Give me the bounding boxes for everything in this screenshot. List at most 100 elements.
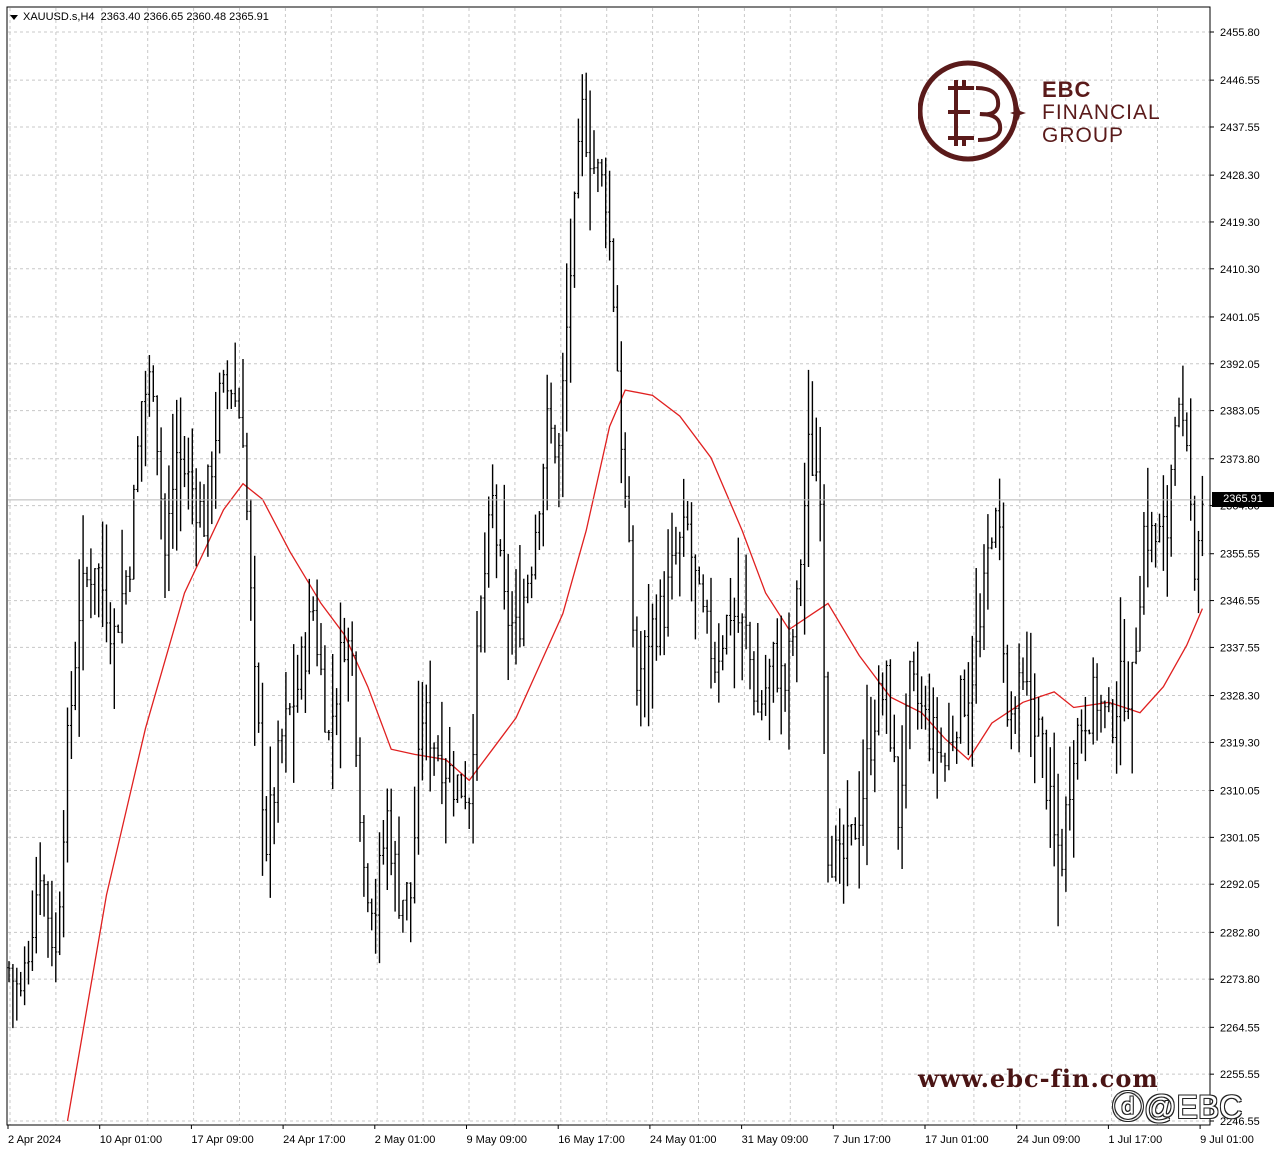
ohlc-bar — [670, 512, 674, 600]
ohlc-bar — [1064, 796, 1068, 892]
symbol-label: XAUUSD.s,H4 — [23, 11, 95, 23]
ohlc-bar — [966, 662, 970, 756]
ohlc-bar — [596, 158, 600, 193]
ohlc-bar — [467, 797, 471, 829]
ohlc-bar — [253, 555, 257, 746]
handle-icon: ⓓ — [1112, 1089, 1145, 1125]
dropdown-triangle-icon[interactable] — [10, 14, 18, 20]
ohlc-bar — [105, 524, 108, 643]
ohlc-bar — [787, 612, 791, 750]
ohlc-bar — [834, 825, 838, 882]
ohlc-bar — [163, 493, 167, 599]
ohlc-bar — [459, 773, 463, 799]
ohlc-bar — [565, 263, 569, 432]
ohlc-bar — [401, 899, 405, 933]
ohlc-bar — [495, 484, 498, 579]
ohlc-bar — [46, 881, 50, 958]
chart-grid — [8, 8, 1210, 1125]
chart-axes — [6, 6, 1211, 1126]
ohlc-bar — [210, 451, 214, 525]
ohlc-bar — [1142, 512, 1146, 615]
ohlc-bar — [924, 685, 927, 730]
ohlc-bar — [1083, 696, 1087, 762]
logo-line2: FINANCIAL — [1042, 101, 1161, 124]
ohlc-bar — [584, 72, 588, 158]
ohlc-bar — [366, 863, 370, 913]
ohlc-bar — [179, 397, 183, 532]
ohlc-bar — [615, 285, 619, 372]
ohlc-bar — [241, 359, 245, 448]
ohlc-bar — [428, 660, 432, 792]
ohlc-bar — [362, 815, 366, 897]
ohlc-bar — [167, 465, 171, 592]
ohlc-bar — [978, 593, 982, 658]
ohlc-bar — [713, 641, 717, 683]
y-tick-label: 2292.05 — [1220, 879, 1260, 891]
ohlc-bar — [483, 532, 487, 653]
ohlc-bar — [452, 750, 456, 817]
ohlc-bar — [27, 940, 30, 985]
ohlc-bar — [1150, 511, 1154, 563]
ohlc-bar — [272, 787, 276, 845]
y-tick-label: 2373.80 — [1220, 454, 1260, 466]
ohlc-bar — [693, 554, 697, 640]
ohlc-bar — [249, 499, 253, 621]
ohlc-bar — [892, 714, 896, 763]
ohlc-bar — [608, 170, 612, 261]
chart-header[interactable]: XAUUSD.s,H4 2363.40 2366.65 2360.48 2365… — [10, 11, 269, 23]
ohlc-bar — [264, 796, 268, 862]
ohlc-bar — [136, 436, 140, 493]
ohlc-bar — [849, 823, 853, 846]
plot-frame — [6, 6, 1211, 1126]
ohlc-bar — [842, 824, 846, 904]
ohlc-bar — [873, 699, 877, 793]
ohlc-bar — [1091, 657, 1095, 745]
ohlc-bar — [623, 432, 627, 508]
ohlc-bar — [537, 511, 541, 550]
ohlc-bar — [190, 428, 194, 525]
ohlc-bar — [748, 621, 752, 690]
ohlc-bar — [947, 702, 951, 771]
ohlc-bar — [315, 579, 319, 667]
ohlc-bar — [276, 720, 280, 823]
ohlc-bar — [1134, 627, 1138, 665]
ohlc-bar — [487, 496, 491, 588]
ohlc-bar — [1185, 412, 1189, 452]
ohlc-bar — [939, 727, 943, 763]
ohlc-bar — [311, 596, 315, 621]
open-value: 2363.40 — [100, 11, 141, 23]
ohlc-bar — [229, 389, 233, 409]
ohlc-bar — [783, 663, 787, 712]
x-tick-label: 16 May 17:00 — [558, 1134, 625, 1146]
ohlc-bar — [1076, 717, 1080, 780]
ohlc-bar — [245, 432, 249, 521]
ohlc-bar — [342, 617, 346, 663]
low-value: 2360.48 — [186, 11, 227, 23]
close-value: 2365.91 — [229, 11, 269, 23]
ohlc-bar — [697, 566, 701, 585]
ohlc-bar — [865, 684, 869, 866]
ohlc-bar — [619, 341, 623, 484]
ohlc-bar — [1107, 687, 1111, 713]
ohlc-bar — [1099, 694, 1103, 733]
logo-line3: GROUP — [1042, 124, 1125, 147]
ohlc-bar — [826, 671, 830, 883]
moving-average-layer — [66, 389, 1203, 1122]
ohlc-bar — [175, 399, 179, 551]
ohlc-bar — [151, 365, 155, 402]
ohlc-bar — [261, 682, 264, 876]
ohlc-bar — [744, 554, 748, 650]
ohlc-bar — [857, 771, 861, 889]
ohlc-bar — [393, 840, 397, 912]
ohlc-bar — [268, 746, 272, 898]
ohlc-bar — [729, 577, 732, 636]
y-tick-label: 2392.05 — [1220, 359, 1260, 371]
ohlc-bar — [1200, 475, 1204, 557]
ohlc-bar — [171, 413, 175, 549]
x-tick-label: 31 May 09:00 — [742, 1134, 809, 1146]
ohlc-bar — [1122, 618, 1126, 722]
x-tick-label: 17 Jun 01:00 — [925, 1134, 989, 1146]
ohlc-bar — [526, 574, 530, 604]
ohlc-bar — [97, 563, 101, 618]
